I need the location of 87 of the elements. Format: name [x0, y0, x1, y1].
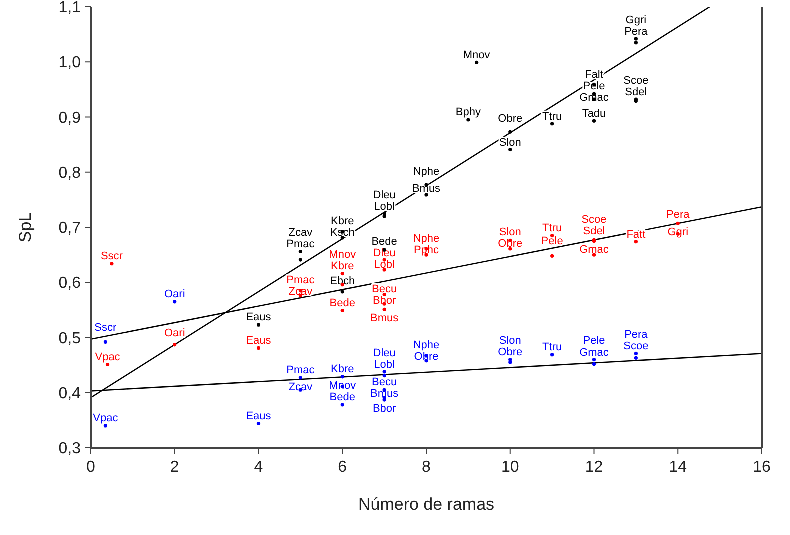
data-label: Pele	[583, 335, 606, 348]
y-axis-title: SpL	[16, 212, 35, 243]
data-label: Pera	[624, 26, 649, 38]
y-tick-label: 1,1	[58, 0, 82, 17]
data-label: Bbor	[372, 402, 397, 415]
x-tick-label: 6	[338, 459, 348, 476]
data-label: Pmac	[286, 238, 316, 251]
data-label: Sdel	[625, 86, 648, 99]
x-tick-label: 8	[422, 459, 432, 476]
data-label: Mnov	[329, 380, 357, 392]
y-tick-label: 0,6	[58, 275, 82, 292]
data-label: Dleu	[373, 248, 396, 260]
data-label: Vpac	[93, 412, 119, 425]
data-label: Scoe	[582, 214, 607, 226]
data-label: Bede	[330, 392, 356, 404]
data-label: Oari	[164, 327, 186, 340]
y-tick-label: 0,9	[58, 110, 82, 127]
y-tick-label: 1,0	[58, 54, 82, 72]
data-label: Gmac	[580, 244, 610, 256]
data-label: Pmac	[286, 274, 316, 287]
data-label: Nphe	[413, 233, 440, 246]
data-label: Ttru	[542, 110, 562, 123]
x-axis-title: Número de ramas	[358, 495, 495, 514]
data-label: Pmac	[286, 364, 316, 377]
data-label: Lobl	[374, 200, 395, 213]
y-tick-label: 0,4	[58, 385, 82, 402]
data-label: Bmus	[370, 312, 400, 325]
x-tick-label: 16	[753, 459, 771, 476]
data-label: Becu	[372, 284, 398, 296]
data-label: Gmac	[580, 346, 610, 359]
data-label: Bede	[372, 236, 398, 248]
data-label: Falt	[585, 68, 604, 81]
data-label: Ebch	[330, 275, 356, 288]
data-label: Zcav	[288, 227, 314, 240]
data-label: Eaus	[246, 410, 272, 422]
data-label: Oari	[164, 288, 186, 301]
x-tick-label: 2	[170, 459, 180, 476]
data-label: Bphy	[456, 106, 482, 119]
data-label: Pele	[541, 236, 564, 248]
data-label: Kbre	[331, 364, 354, 376]
data-label: Fatt	[626, 228, 646, 241]
data-label: Bede	[330, 297, 356, 310]
data-label: Pera	[666, 208, 691, 221]
data-label: Ttru	[542, 222, 562, 234]
y-tick-label: 0,3	[58, 440, 82, 458]
data-label: Lobl	[374, 358, 395, 371]
y-tick-label: 0,7	[58, 220, 82, 238]
x-tick-label: 10	[501, 459, 520, 476]
data-label: Sdel	[583, 226, 606, 238]
data-label: Vpac	[95, 351, 121, 364]
data-label: Scoe	[624, 340, 649, 353]
x-tick-label: 14	[669, 459, 688, 476]
data-label: Slon	[499, 226, 522, 239]
data-label: Bbor	[372, 295, 397, 308]
data-label: Ggri	[626, 14, 647, 26]
data-label: Obre	[498, 346, 523, 359]
data-label: Mnov	[463, 49, 491, 62]
data-label: Scoe	[624, 75, 649, 88]
data-label: Kbre	[331, 260, 354, 273]
data-label: Slon	[499, 335, 522, 348]
data-label: Becu	[372, 376, 398, 389]
data-label: Lobl	[374, 259, 395, 272]
data-label: Ttru	[542, 341, 562, 354]
data-label: Obre	[498, 238, 523, 250]
data-label: Bmus	[370, 388, 400, 400]
data-label: Kbre	[331, 216, 354, 228]
data-label: Gmac	[580, 92, 610, 104]
data-label: Dleu	[373, 189, 396, 202]
x-tick-label: 12	[585, 459, 604, 476]
data-label: Nphe	[413, 340, 440, 352]
data-label: Pera	[624, 329, 649, 342]
data-label: Tadu	[582, 108, 606, 120]
data-label: Sscr	[94, 322, 118, 334]
data-label: Nphe	[413, 166, 440, 178]
y-tick-label: 0,5	[58, 330, 82, 348]
data-label: Eaus	[246, 334, 272, 347]
data-label: Zcav	[288, 381, 314, 394]
data-label: Zcav	[288, 286, 314, 298]
data-label: Obre	[498, 112, 523, 125]
data-label: Eaus	[246, 312, 272, 324]
x-tick-label: 4	[254, 459, 264, 476]
data-label: Mnov	[329, 249, 357, 262]
y-tick-label: 0,8	[58, 164, 82, 182]
data-label: Dleu	[373, 347, 396, 360]
data-label: Sscr	[100, 250, 124, 263]
data-label: Slon	[499, 136, 522, 149]
x-tick-label: 0	[86, 459, 96, 476]
